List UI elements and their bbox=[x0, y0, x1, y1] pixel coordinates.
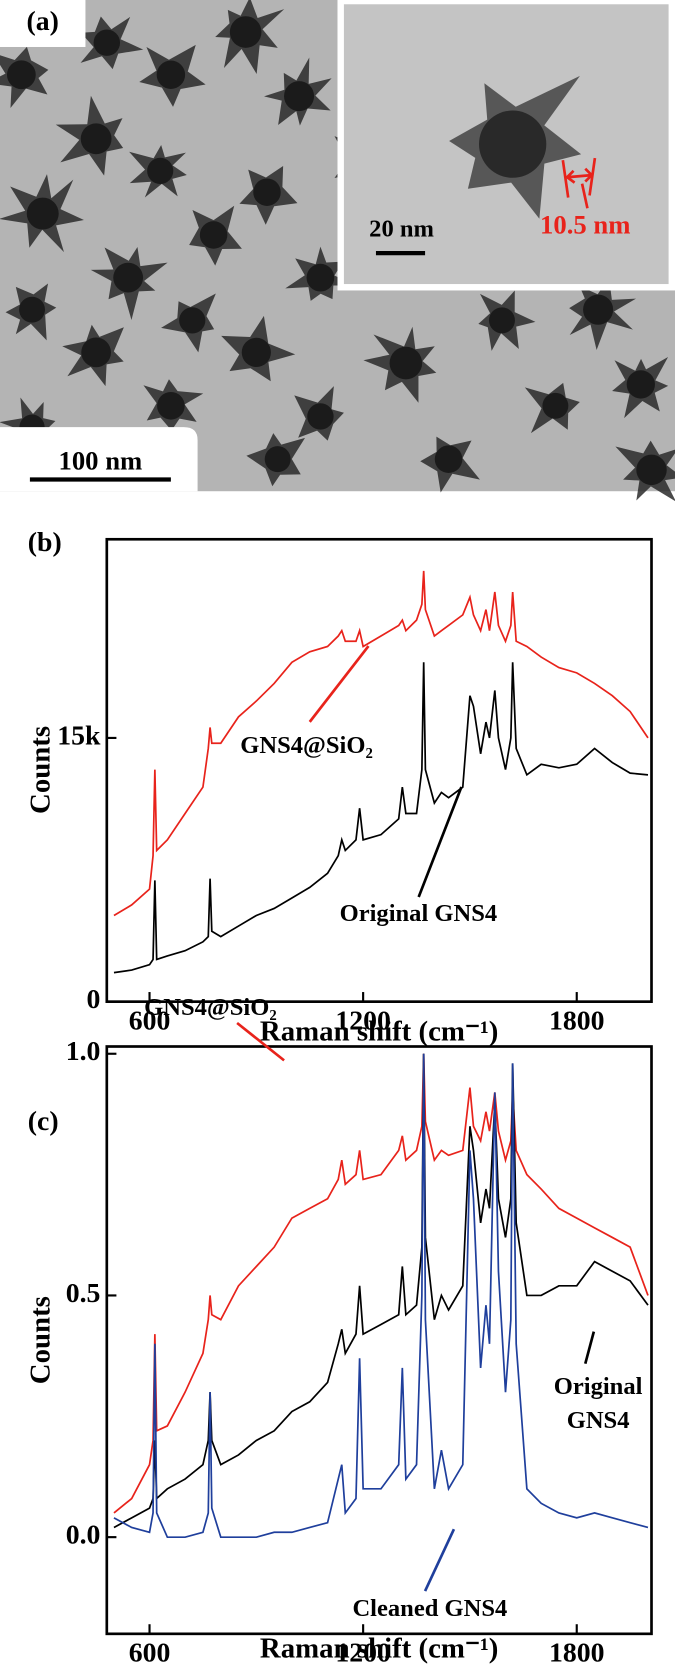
annotation: Cleaned GNS4 bbox=[352, 1595, 507, 1622]
annotation: GNS4 bbox=[567, 1407, 630, 1434]
particle-core bbox=[389, 346, 423, 380]
annotation: Original GNS4 bbox=[340, 900, 498, 927]
particle-core bbox=[284, 81, 315, 112]
measure-label: 10.5 nm bbox=[540, 210, 630, 240]
particle-core bbox=[307, 403, 334, 430]
y-tick-label: 0.5 bbox=[66, 1278, 101, 1309]
y-tick-label: 0.0 bbox=[66, 1520, 101, 1551]
particle-core bbox=[93, 29, 121, 56]
particle-core bbox=[636, 454, 667, 486]
particle-core bbox=[19, 296, 46, 323]
spectrum-line bbox=[113, 570, 649, 917]
y-tick-label: 0 bbox=[87, 984, 101, 1015]
particle-core bbox=[583, 294, 614, 325]
x-tick-label: 600 bbox=[129, 1638, 171, 1668]
particle-core bbox=[157, 391, 185, 420]
particle-core bbox=[113, 262, 144, 293]
scale-label: 100 nm bbox=[59, 446, 143, 476]
panel-label: (b) bbox=[28, 527, 62, 558]
x-tick-label: 1200 bbox=[335, 1638, 391, 1668]
panel-label: (a) bbox=[27, 6, 59, 37]
leader-line bbox=[423, 1528, 456, 1592]
particle-core bbox=[626, 370, 655, 399]
x-tick-label: 1200 bbox=[335, 1005, 391, 1036]
label-box bbox=[0, 0, 86, 47]
leader-line bbox=[417, 786, 463, 898]
x-tick-label: 1800 bbox=[549, 1005, 605, 1036]
particle-core bbox=[199, 221, 228, 249]
y-axis-label: Counts bbox=[24, 1296, 56, 1384]
spectrum-line bbox=[113, 1053, 649, 1529]
particle-core bbox=[80, 123, 112, 155]
y-tick-label: 15k bbox=[57, 720, 101, 751]
leader-line bbox=[236, 1021, 285, 1062]
scale-box bbox=[0, 427, 198, 492]
annotation: Original bbox=[554, 1373, 643, 1400]
spectrum-line bbox=[113, 1053, 649, 1539]
particle-core bbox=[81, 337, 111, 368]
leader-line bbox=[583, 1331, 596, 1365]
particle-core bbox=[434, 445, 463, 473]
measure-arrows bbox=[561, 157, 597, 209]
spectrum-line bbox=[113, 662, 649, 974]
plot-frame bbox=[105, 1045, 653, 1636]
x-tick-label: 600 bbox=[129, 1005, 171, 1036]
particle-core bbox=[6, 60, 36, 90]
particle-core bbox=[264, 446, 291, 473]
inset-scale-label: 20 nm bbox=[369, 215, 434, 242]
particle-core bbox=[542, 392, 569, 419]
particle-core bbox=[489, 307, 515, 334]
x-tick-label: 1800 bbox=[549, 1638, 605, 1668]
particle-core bbox=[253, 178, 281, 206]
particle-core bbox=[241, 337, 271, 368]
plot-frame bbox=[105, 537, 653, 1003]
x-axis-label: Raman shift (cm⁻¹) bbox=[260, 1633, 498, 1665]
particle-core bbox=[479, 110, 547, 178]
x-axis-label: Raman shift (cm⁻¹) bbox=[260, 1015, 498, 1047]
leader-line bbox=[308, 645, 370, 723]
inset-particle bbox=[449, 75, 582, 219]
particle-core bbox=[229, 16, 262, 48]
annotation: GNS4@SiO₂ bbox=[240, 732, 373, 759]
spectrum-line bbox=[113, 1053, 649, 1514]
particle-core bbox=[306, 263, 335, 292]
particle-core bbox=[156, 60, 186, 89]
y-tick-label: 1.0 bbox=[66, 1036, 101, 1067]
y-axis-label: Counts bbox=[24, 726, 56, 814]
annotation: GNS4@SiO₂ bbox=[144, 994, 277, 1021]
panel-label: (c) bbox=[28, 1106, 59, 1137]
particle-core bbox=[179, 307, 206, 334]
particle-core bbox=[147, 157, 174, 184]
particle-core bbox=[26, 197, 59, 230]
